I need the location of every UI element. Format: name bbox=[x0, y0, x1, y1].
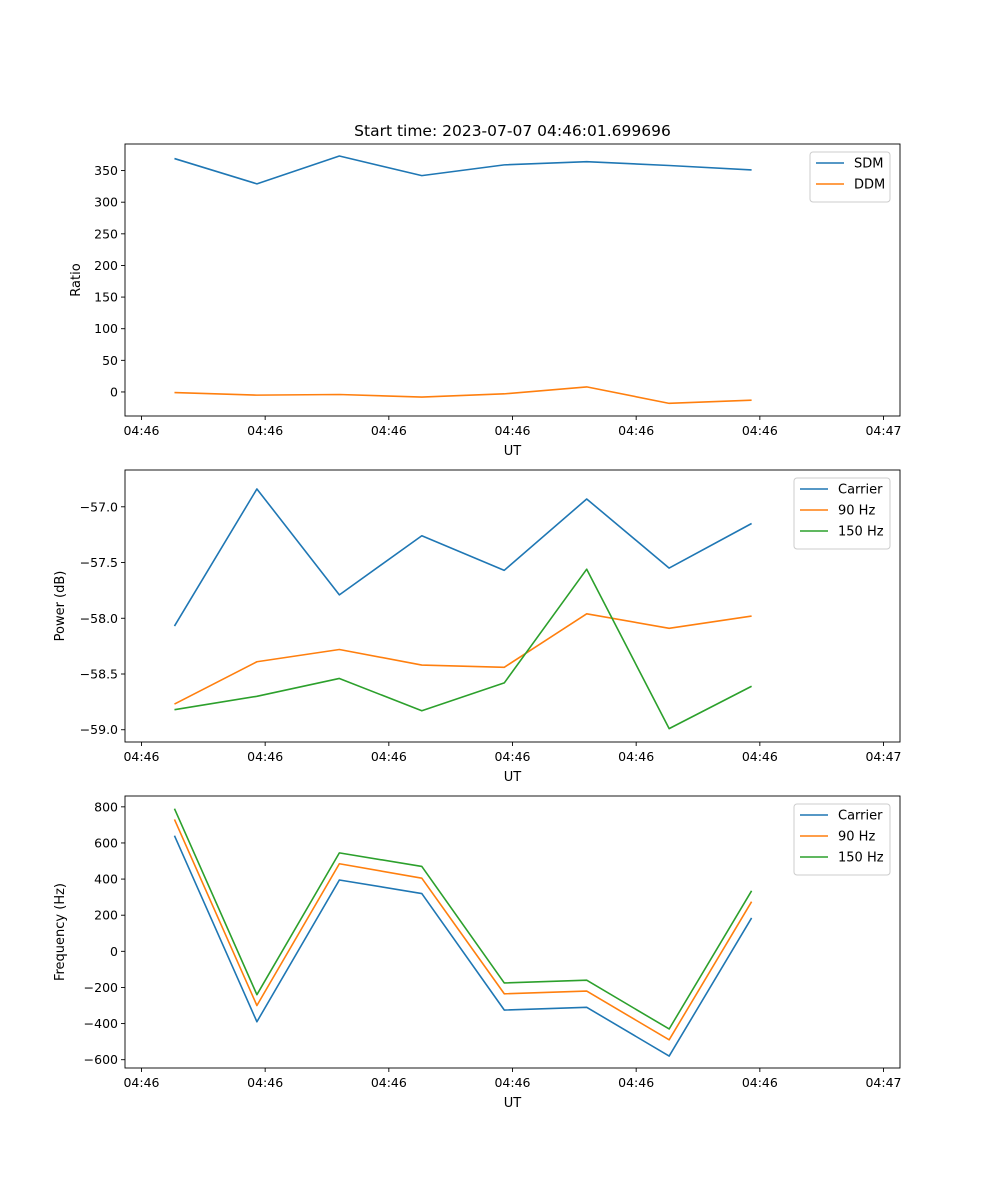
x-tick-label: 04:46 bbox=[742, 749, 778, 764]
y-tick-label: −57.5 bbox=[80, 555, 118, 570]
legend: SDM DDM bbox=[809, 151, 891, 203]
series-line-150-hz bbox=[174, 568, 752, 730]
series-line-carrier bbox=[173, 835, 753, 1057]
y-tick-label: 350 bbox=[94, 163, 118, 178]
y-tick-label: 0 bbox=[110, 384, 118, 399]
x-tick-label: 04:46 bbox=[371, 1075, 407, 1090]
y-tick-label: −200 bbox=[84, 980, 118, 995]
x-tick-label: 04:46 bbox=[247, 749, 283, 764]
x-tick-label: 04:46 bbox=[123, 423, 159, 438]
series-line-carrier bbox=[173, 488, 752, 627]
x-tick-label: 04:47 bbox=[865, 749, 901, 764]
legend-label: SDM bbox=[854, 157, 883, 172]
y-tick-label: −58.0 bbox=[80, 611, 118, 626]
y-tick-label: 200 bbox=[94, 258, 118, 273]
chart-frequency: 04:46 04:46 04:46 04:46 04:46 04:46 04:47 −600 −… bbox=[53, 795, 902, 1111]
y-tick-label: −59.0 bbox=[80, 722, 118, 737]
legend-label: Carrier bbox=[838, 483, 883, 498]
legend-label: 90 Hz bbox=[838, 830, 875, 845]
series-line-90-hz bbox=[173, 819, 753, 1041]
y-tick-label: 400 bbox=[94, 872, 118, 887]
x-tick-label: 04:46 bbox=[371, 423, 407, 438]
y-tick-label: 300 bbox=[94, 195, 118, 210]
plot-frame bbox=[124, 795, 901, 1069]
x-tick-label: 04:46 bbox=[247, 423, 283, 438]
x-tick-label: 04:46 bbox=[494, 749, 530, 764]
x-tick-label: 04:46 bbox=[494, 423, 530, 438]
legend: Carrier 90 Hz 150 Hz bbox=[793, 803, 891, 876]
legend-label: 150 Hz bbox=[838, 525, 884, 540]
y-tick-label: 800 bbox=[94, 799, 118, 814]
x-tick-label: 04:46 bbox=[742, 423, 778, 438]
x-tick-label: 04:46 bbox=[123, 1075, 159, 1090]
plot-frame bbox=[124, 469, 901, 743]
y-tick-label: −57.0 bbox=[80, 499, 118, 514]
y-tick-label: 100 bbox=[94, 321, 118, 336]
y-tick-label: 150 bbox=[94, 290, 118, 305]
series-line-ddm bbox=[174, 386, 752, 405]
x-axis-label: UT bbox=[504, 770, 522, 785]
chart-title: Start time: 2023-07-07 04:46:01.699696 bbox=[354, 122, 671, 140]
x-axis-label: UT bbox=[504, 444, 522, 459]
legend: Carrier 90 Hz 150 Hz bbox=[793, 477, 891, 550]
legend-label: 150 Hz bbox=[838, 851, 884, 866]
legend-box bbox=[809, 151, 891, 203]
chart-power: 04:46 04:46 04:46 04:46 04:46 04:46 04:47 −59.0… bbox=[53, 469, 902, 785]
y-tick-label: 200 bbox=[94, 908, 118, 923]
y-tick-label: 600 bbox=[94, 835, 118, 850]
x-tick-label: 04:46 bbox=[371, 749, 407, 764]
x-tick-label: 04:46 bbox=[618, 749, 654, 764]
series-line-sdm bbox=[174, 155, 752, 185]
x-tick-label: 04:47 bbox=[865, 423, 901, 438]
chart-ratio: Start time: 2023-07-07 04:46:01.699696 04… bbox=[69, 122, 902, 459]
y-tick-label: 0 bbox=[110, 944, 118, 959]
y-axis-label: Frequency (Hz) bbox=[53, 883, 68, 981]
x-axis-label: UT bbox=[504, 1096, 522, 1111]
legend-label: DDM bbox=[854, 178, 885, 193]
x-tick-label: 04:46 bbox=[247, 1075, 283, 1090]
series-line-90-hz bbox=[174, 612, 752, 705]
y-axis-label: Power (dB) bbox=[53, 571, 68, 642]
series-line-150-hz bbox=[173, 808, 753, 1030]
x-tick-label: 04:46 bbox=[618, 1075, 654, 1090]
y-tick-label: −400 bbox=[84, 1016, 118, 1031]
x-tick-label: 04:46 bbox=[618, 423, 654, 438]
y-axis-label: Ratio bbox=[69, 263, 84, 296]
x-tick-label: 04:46 bbox=[123, 749, 159, 764]
x-tick-label: 04:46 bbox=[494, 1075, 530, 1090]
x-tick-label: 04:47 bbox=[865, 1075, 901, 1090]
legend-label: 90 Hz bbox=[838, 504, 875, 519]
x-tick-label: 04:46 bbox=[742, 1075, 778, 1090]
legend-label: Carrier bbox=[838, 809, 883, 824]
plot-frame bbox=[124, 143, 901, 417]
y-tick-label: −600 bbox=[84, 1052, 118, 1067]
y-tick-label: −58.5 bbox=[80, 667, 118, 682]
y-tick-label: 250 bbox=[94, 226, 118, 241]
y-tick-label: 50 bbox=[102, 353, 118, 368]
